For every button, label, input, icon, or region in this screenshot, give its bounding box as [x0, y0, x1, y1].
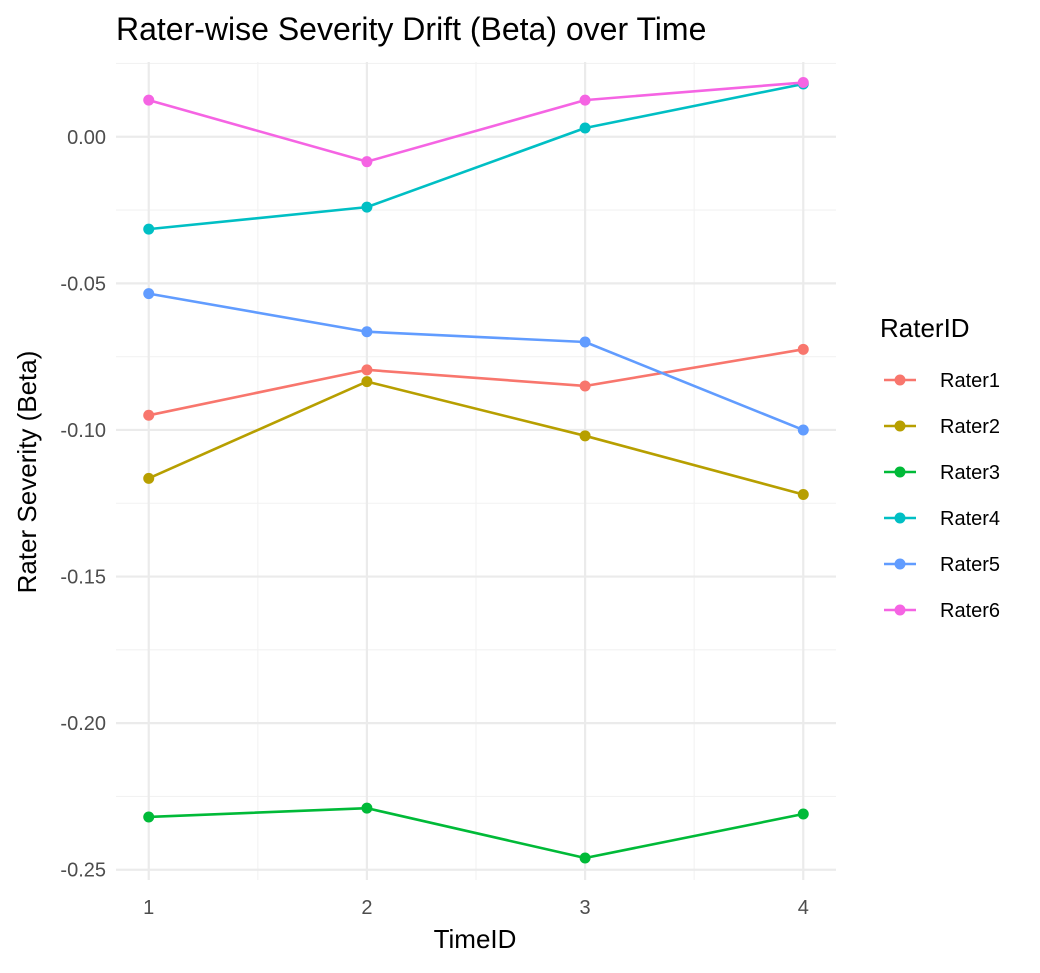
legend-label-rater6: Rater6 [940, 600, 1000, 622]
series-rater6 [143, 77, 809, 168]
data-point-rater5 [143, 288, 155, 300]
data-point-rater4 [143, 223, 155, 235]
series-line-rater5 [148, 292, 804, 432]
series-rater5 [143, 288, 809, 436]
data-point-rater3 [361, 802, 373, 814]
data-point-rater1 [361, 364, 373, 376]
y-tick-label: -0.15 [60, 567, 106, 589]
data-point-rater4 [361, 201, 373, 213]
grid [116, 62, 836, 880]
series-lines [143, 77, 809, 864]
data-point-rater6 [797, 77, 809, 89]
legend-label-rater3: Rater3 [940, 462, 1000, 484]
legend-item-rater5: Rater5 [884, 554, 1000, 576]
y-tick-label: 0.00 [67, 127, 106, 149]
legend-marker-rater3 [894, 466, 906, 478]
data-point-rater1 [579, 380, 591, 392]
series-line-rater2 [148, 380, 804, 496]
x-tick-label: 3 [580, 897, 591, 919]
data-point-rater2 [361, 376, 373, 388]
y-tick-label: -0.05 [60, 273, 106, 295]
series-line-rater1 [148, 348, 804, 417]
data-point-rater2 [797, 488, 809, 500]
legend-label-rater5: Rater5 [940, 554, 1000, 576]
legend-item-rater1: Rater1 [884, 370, 1000, 392]
x-axis-title: TimeID [434, 924, 517, 954]
data-point-rater3 [579, 852, 591, 864]
data-point-rater5 [361, 326, 373, 338]
legend-marker-rater5 [894, 558, 906, 570]
data-point-rater6 [143, 94, 155, 106]
series-rater2 [143, 376, 809, 500]
legend-item-rater6: Rater6 [884, 600, 1000, 622]
data-point-rater3 [797, 808, 809, 820]
data-point-rater2 [143, 472, 155, 484]
data-point-rater3 [143, 811, 155, 823]
data-point-rater6 [361, 156, 373, 168]
legend: RaterID Rater1Rater2Rater3Rater4Rater5Ra… [880, 313, 1000, 622]
data-point-rater5 [579, 336, 591, 348]
legend-marker-rater2 [894, 420, 906, 432]
legend-marker-rater4 [894, 512, 906, 524]
data-point-rater6 [579, 94, 591, 106]
data-point-rater1 [143, 409, 155, 421]
legend-item-rater4: Rater4 [884, 508, 1000, 530]
chart-title: Rater-wise Severity Drift (Beta) over Ti… [116, 11, 706, 47]
data-point-rater5 [797, 424, 809, 436]
x-tick-label: 4 [798, 897, 809, 919]
axis-ticks: 1 2 3 4 0.00 -0.05 -0.10 -0.15 -0.20 -0.25 [60, 127, 808, 919]
x-tick-label: 1 [143, 897, 154, 919]
legend-marker-rater6 [894, 604, 906, 616]
y-tick-label: -0.25 [60, 860, 106, 882]
legend-label-rater2: Rater2 [940, 416, 1000, 438]
y-axis-title: Rater Severity (Beta) [12, 351, 42, 594]
series-line-rater3 [148, 806, 804, 860]
series-line-rater4 [148, 82, 804, 231]
series-line-rater6 [148, 81, 804, 163]
legend-items: Rater1 Rater2 Rater3 Rater4 Rater5 Rater6 [884, 370, 1000, 622]
legend-marker-rater1 [894, 374, 906, 386]
series-rater1 [143, 343, 809, 421]
legend-title: RaterID [880, 313, 970, 343]
series-rater3 [143, 802, 809, 864]
legend-label-rater4: Rater4 [940, 508, 1000, 530]
legend-item-rater2: Rater2 [884, 416, 1000, 438]
data-point-rater4 [579, 122, 591, 134]
y-tick-label: -0.20 [60, 713, 106, 735]
x-tick-label: 2 [361, 897, 372, 919]
y-tick-label: -0.10 [60, 420, 106, 442]
data-point-rater2 [579, 430, 591, 442]
legend-item-rater3: Rater3 [884, 462, 1000, 484]
legend-label-rater1: Rater1 [940, 370, 1000, 392]
data-point-rater1 [797, 343, 809, 355]
